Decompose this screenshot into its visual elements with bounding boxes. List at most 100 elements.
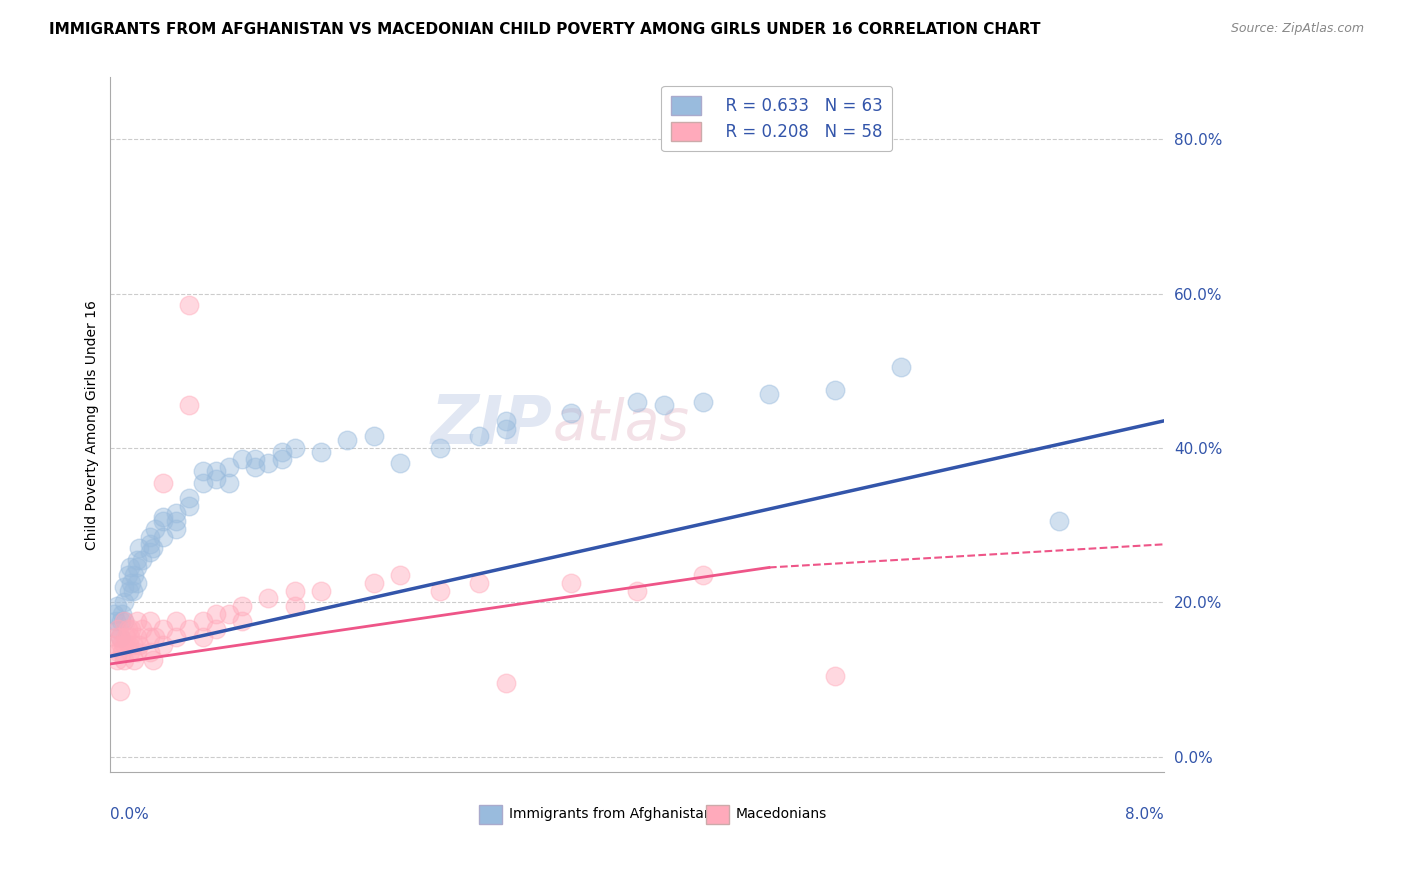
Point [117,568,139,582]
Point [112,653,135,667]
Point [270,444,292,458]
Point [115,630,138,644]
Point [336,433,359,447]
Point [468,429,491,443]
Point [363,575,385,590]
Point [107,622,129,636]
Point [191,615,214,629]
Point [107,645,129,659]
Point [191,475,214,490]
Point [139,630,162,644]
Point [122,653,145,667]
Point [125,560,148,574]
Point [626,583,648,598]
Point [152,514,174,528]
Point [179,499,201,513]
Point [120,645,142,659]
Point [121,638,143,652]
Point [495,676,517,690]
Point [231,615,253,629]
Point [231,452,253,467]
Text: Immigrants from Afghanistan: Immigrants from Afghanistan [509,807,713,822]
Point [165,630,187,644]
Text: 8.0%: 8.0% [1125,806,1164,822]
Point [626,394,648,409]
Text: 0.0%: 0.0% [111,806,149,822]
Point [824,383,846,397]
Point [468,575,491,590]
Point [165,522,187,536]
Point [112,615,135,629]
Point [179,398,201,412]
Point [107,622,129,636]
Point [139,615,162,629]
Point [429,583,451,598]
Point [139,537,162,551]
Point [560,575,582,590]
Point [179,298,201,312]
Point [122,568,145,582]
Text: Source: ZipAtlas.com: Source: ZipAtlas.com [1230,22,1364,36]
Point [121,622,143,636]
Point [495,414,517,428]
Point [270,452,292,467]
Point [104,630,127,644]
Point [692,394,714,409]
Point [112,595,135,609]
Point [257,591,280,606]
Point [245,452,267,467]
Point [118,638,141,652]
Point [108,630,131,644]
Text: ZIP: ZIP [432,392,553,458]
Point [245,460,267,475]
Point [131,553,153,567]
Point [121,575,143,590]
Point [110,638,132,652]
Point [204,472,226,486]
Point [108,684,131,698]
Point [143,522,166,536]
Point [112,580,135,594]
Point [165,507,187,521]
Point [125,575,148,590]
Point [139,545,162,559]
Point [389,568,412,582]
Point [125,645,148,659]
Point [231,599,253,613]
Point [389,456,412,470]
Point [204,464,226,478]
Point [152,530,174,544]
Point [111,607,134,621]
Point [309,444,332,458]
Point [652,398,675,412]
Point [125,615,148,629]
Point [692,568,714,582]
Point [139,645,162,659]
Point [125,630,148,644]
Point [152,510,174,524]
Point [131,622,153,636]
Text: IMMIGRANTS FROM AFGHANISTAN VS MACEDONIAN CHILD POVERTY AMONG GIRLS UNDER 16 COR: IMMIGRANTS FROM AFGHANISTAN VS MACEDONIA… [49,22,1040,37]
Point [120,560,142,574]
Point [152,622,174,636]
Point [143,630,166,644]
Point [284,583,307,598]
Point [218,607,240,621]
Point [363,429,385,443]
Point [142,541,165,556]
Point [112,638,135,652]
Point [112,615,135,629]
Point [121,583,143,598]
Point [108,630,131,644]
Point [204,622,226,636]
Point [125,553,148,567]
Point [824,668,846,682]
Point [110,615,132,629]
Point [152,638,174,652]
Point [128,541,150,556]
Point [204,607,226,621]
Point [128,638,150,652]
Point [179,622,201,636]
Point [284,441,307,455]
Point [165,514,187,528]
